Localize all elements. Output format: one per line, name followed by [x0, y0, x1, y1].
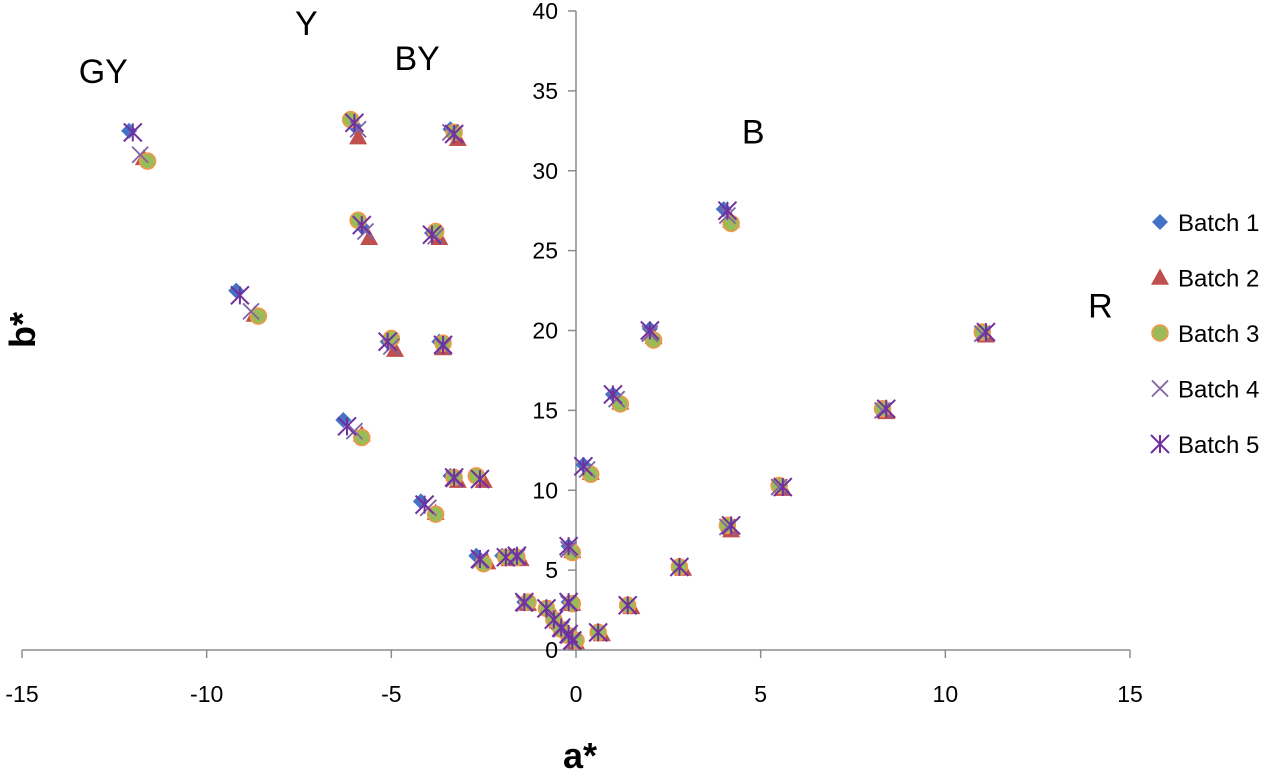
y-tick-label: 0 [545, 637, 558, 663]
data-point [337, 416, 357, 437]
legend-marker [1150, 434, 1170, 454]
region-label: BY [395, 40, 440, 78]
data-point [507, 546, 527, 566]
region-label: GY [79, 53, 128, 91]
data-point [470, 469, 490, 489]
series-batch-2 [134, 128, 995, 650]
data-point [588, 622, 608, 643]
data-point [441, 123, 460, 142]
data-point [562, 630, 583, 651]
y-tick-label: 15 [532, 397, 558, 423]
data-point [973, 325, 991, 343]
legend-marker [1151, 379, 1169, 398]
data-point [669, 557, 690, 577]
data-point [422, 224, 442, 245]
data-point [640, 320, 660, 341]
data-point [558, 592, 579, 612]
data-point [345, 422, 364, 440]
data-point [131, 146, 149, 164]
data-point [427, 227, 445, 245]
data-point [514, 592, 535, 612]
y-axis-title: b* [2, 312, 43, 348]
legend-label: Batch 1 [1178, 210, 1259, 237]
legend-marker [1151, 268, 1169, 285]
data-point [444, 467, 464, 488]
legend-marker [1152, 214, 1168, 230]
data-point [123, 122, 143, 143]
x-tick-label: 0 [570, 681, 583, 707]
region-label: Y [295, 5, 318, 43]
data-point [470, 549, 490, 569]
data-points [121, 110, 996, 651]
data-point [558, 624, 579, 644]
y-tick-label: 25 [532, 238, 558, 264]
x-tick-label: 5 [754, 681, 767, 707]
series-batch-4 [131, 120, 991, 651]
data-point [352, 215, 372, 235]
legend-label: Batch 5 [1178, 432, 1259, 459]
data-point [717, 200, 738, 221]
data-point [873, 401, 892, 420]
data-point [876, 399, 896, 419]
data-point [377, 331, 398, 352]
data-point [976, 322, 996, 342]
legend-marker [1151, 324, 1169, 342]
data-point [718, 516, 737, 535]
x-tick-label: 10 [933, 681, 959, 707]
x-axis-title: a* [563, 735, 597, 773]
data-point [536, 598, 557, 619]
x-tick-label: -5 [381, 681, 401, 707]
legend-label: Batch 3 [1178, 321, 1259, 348]
x-tick-label: -10 [190, 681, 223, 707]
data-point [414, 494, 435, 515]
data-point [718, 518, 737, 536]
x-tick-label: 15 [1117, 681, 1143, 707]
data-point [230, 285, 250, 306]
series-batch-5 [123, 113, 996, 651]
y-tick-label: 5 [545, 557, 558, 583]
data-point [770, 478, 788, 496]
legend-label: Batch 4 [1178, 377, 1259, 404]
data-point [721, 515, 741, 536]
data-point [617, 595, 638, 615]
data-point [242, 302, 260, 320]
data-point [444, 124, 464, 144]
data-point [344, 113, 365, 133]
data-point [973, 323, 992, 341]
x-tick-label: -15 [5, 681, 38, 707]
legend-item: Batch 2 [1151, 266, 1259, 293]
data-point [603, 384, 623, 405]
data-point [249, 307, 268, 325]
data-point [349, 128, 368, 145]
region-label: B [742, 114, 765, 152]
data-point [873, 400, 892, 418]
y-tick-label: 30 [532, 158, 558, 184]
region-label: R [1088, 288, 1113, 326]
y-tick-label: 35 [532, 78, 558, 104]
legend: Batch 1 Batch 2 Batch 3 Batch 4 Batch 5 [1150, 210, 1259, 459]
data-point [558, 536, 579, 556]
legend-item: Batch 4 [1151, 377, 1259, 404]
region-labels: GY Y BY B R [79, 5, 1113, 326]
legend-label: Batch 2 [1178, 266, 1259, 293]
legend-item: Batch 1 [1152, 210, 1259, 237]
series-batch-3 [138, 110, 992, 650]
y-axis-ticks: 0 5 10 15 20 25 30 35 40 [532, 0, 576, 663]
y-tick-label: 40 [532, 0, 558, 24]
x-axis-ticks: -15 -10 -5 0 5 10 15 [5, 650, 1143, 707]
y-tick-label: 10 [532, 477, 558, 503]
data-point [773, 477, 793, 497]
legend-item: Batch 3 [1151, 321, 1259, 348]
data-point [573, 456, 594, 476]
legend-item: Batch 5 [1150, 432, 1259, 459]
y-tick-label: 20 [532, 318, 558, 344]
data-point [360, 228, 379, 246]
data-point [433, 335, 453, 355]
